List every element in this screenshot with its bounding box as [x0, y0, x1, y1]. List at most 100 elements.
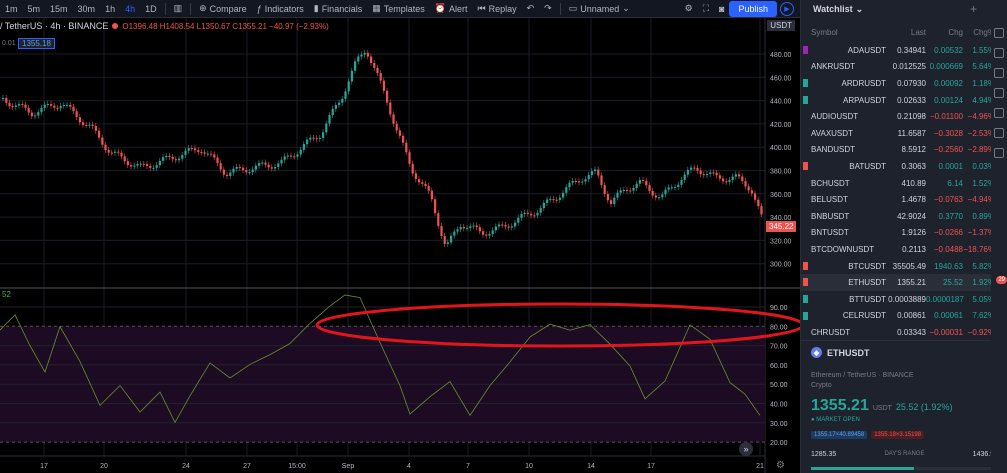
candle-body: [587, 175, 590, 180]
watchlist-cell-symbol: ARDRUSDT: [841, 78, 886, 88]
candle-body: [53, 105, 56, 108]
candle-body: [507, 226, 510, 228]
scroll-right-icon[interactable]: »: [739, 442, 753, 456]
watchlist-row[interactable]: BCHUSDT 410.89 6.14 1.52%: [801, 175, 1007, 192]
replay-button[interactable]: ⏮ Replay: [473, 3, 522, 14]
fullscreen-button[interactable]: ⛶: [698, 3, 714, 14]
column-header-symbol[interactable]: Symbol: [811, 28, 838, 37]
candle-body: [8, 102, 11, 107]
interval-4h[interactable]: 4h: [125, 3, 136, 14]
compare-button[interactable]: ⊕ Compare: [194, 3, 252, 14]
indicators-button[interactable]: ƒ Indicators: [252, 4, 309, 14]
candle-body: [299, 149, 302, 155]
watchlist-row[interactable]: ARDRUSDT 0.07930 0.00092 1.18%: [801, 75, 1007, 92]
chevron-down-icon[interactable]: ⌄: [855, 3, 864, 14]
interval-30m[interactable]: 30m: [77, 3, 96, 14]
add-symbol-icon[interactable]: +: [969, 2, 977, 16]
replay-icon: ⏮: [477, 3, 486, 13]
candle-body: [66, 104, 69, 106]
candle-body: [491, 230, 494, 235]
interval-15m[interactable]: 15m: [50, 3, 68, 14]
watchlist-row[interactable]: BTTUSDT 0.0003889 0.0000187 5.05%: [801, 291, 1007, 308]
watchlist-row[interactable]: BTCUSDT 35505.49 1940.63 5.82%: [801, 258, 1007, 275]
details-category: Crypto: [811, 382, 832, 389]
watchlist-title[interactable]: Watchlist: [813, 4, 853, 14]
flag-icon[interactable]: [803, 79, 808, 88]
candle-body: [341, 98, 344, 103]
watchlist-row[interactable]: BELUSDT 1.4678 −0.0763 −4.94%: [801, 191, 1007, 208]
alert-button[interactable]: ⏰ Alert: [430, 3, 473, 14]
watchlist-icon[interactable]: [994, 28, 1004, 38]
watchlist-row[interactable]: ARPAUSDT 0.02633 0.00124 4.94%: [801, 92, 1007, 109]
watchlist-row[interactable]: BANDUSDT 8.5912 −0.2560 −2.89%: [801, 142, 1007, 159]
chevron-down-icon: ⌄: [622, 3, 630, 13]
flag-icon[interactable]: [803, 162, 808, 171]
watchlist-cell-last: 0.21098: [897, 112, 926, 122]
ideas-icon[interactable]: [994, 88, 1004, 98]
candle-body: [171, 156, 174, 160]
financials-button[interactable]: ▮ Financials: [309, 3, 367, 14]
chart-canvas[interactable]: 480.00460.00440.00420.00400.00380.00360.…: [0, 18, 800, 473]
alarm-icon[interactable]: [994, 48, 1004, 58]
redo-button[interactable]: ↷: [539, 3, 557, 14]
flag-icon[interactable]: [803, 261, 808, 270]
watchlist-cell-symbol: ARPAUSDT: [843, 95, 886, 105]
interval-5m[interactable]: 5m: [27, 3, 41, 14]
publish-button[interactable]: Publish: [729, 0, 777, 17]
interval-1D[interactable]: 1D: [145, 3, 157, 14]
candle-type-button[interactable]: ▥: [169, 3, 188, 14]
undo-button[interactable]: ↶: [522, 3, 540, 14]
time-tick-label: 27: [243, 463, 251, 470]
watchlist-cell-chg: −0.0763: [933, 195, 963, 205]
ohlc-values: O1396.48 H1408.54 L1350.67 C1355.21 −40.…: [122, 21, 329, 31]
watchlist-row[interactable]: BTCDOWNUSDT 0.2113 −0.0488 −18.76%: [801, 241, 1007, 258]
candle-body: [290, 155, 293, 157]
watchlist-row[interactable]: BNBUSDT 42.9024 0.3770 0.89%: [801, 208, 1007, 225]
candle-body: [280, 159, 283, 164]
flag-icon[interactable]: [803, 278, 808, 287]
watchlist-row[interactable]: ETHUSDT 1355.21 25.52 1.92%: [801, 274, 1007, 291]
candle-body: [693, 167, 696, 169]
column-header-chgpct[interactable]: Chg%: [973, 28, 995, 37]
price-input-box[interactable]: 1355.18: [18, 38, 55, 49]
templates-button[interactable]: ▦ Templates: [367, 3, 430, 14]
candle-body: [635, 183, 638, 188]
watchlist-row[interactable]: AUDIOUSDT 0.21098 −0.01100 −4.96%: [801, 108, 1007, 125]
watchlist-cell-chgp: 5.05%: [972, 294, 995, 304]
column-header-chg[interactable]: Chg: [948, 28, 963, 37]
interval-1m[interactable]: 1m: [5, 3, 18, 14]
chat-icon[interactable]: [994, 68, 1004, 78]
flag-icon[interactable]: [803, 311, 808, 320]
calendar-icon[interactable]: [994, 108, 1004, 118]
details-name: Ethereum / TetherUS · BINANCE: [811, 372, 914, 379]
currency-tag[interactable]: USDT: [767, 20, 795, 31]
watchlist-cell-chg: −0.0488: [933, 244, 963, 254]
candle-body: [261, 162, 264, 164]
candle-body: [651, 190, 654, 196]
watchlist-row[interactable]: CHRUSDT 0.03343 −0.00031 −0.92%: [801, 324, 1007, 341]
rsi-tick-label: 40.00: [770, 402, 788, 409]
watchlist-row[interactable]: CELRUSDT 0.00861 0.00061 7.62%: [801, 308, 1007, 325]
watchlist-row[interactable]: ANKRUSDT 0.012525 0.000669 5.64%: [801, 59, 1007, 76]
flag-icon[interactable]: [803, 46, 808, 54]
candle-body: [568, 182, 571, 188]
layout-button[interactable]: ▭ Unnamed ⌄: [564, 3, 635, 14]
axis-settings-icon[interactable]: ⚙: [776, 460, 785, 471]
chart-area[interactable]: 480.00 460.00 440.00 420.00 400.00 380.00 360.…: [0, 18, 800, 473]
candle-body: [734, 174, 737, 177]
help-icon[interactable]: [994, 148, 1004, 158]
watchlist-row[interactable]: BATUSDT 0.3063 0.0001 0.03%: [801, 158, 1007, 175]
candle-body: [101, 137, 104, 145]
watchlist-row[interactable]: BNTUSDT 1.9126 −0.0266 −1.37%: [801, 225, 1007, 242]
candle-body: [709, 172, 712, 174]
watchlist-row[interactable]: ADAUSDT 0.34941 0.00532 1.55%: [801, 42, 1007, 59]
settings-button[interactable]: ⚙: [680, 3, 698, 14]
flag-icon[interactable]: [803, 95, 808, 104]
watchlist-row[interactable]: AVAXUSDT 11.6587 −0.3028 −2.53%: [801, 125, 1007, 142]
column-header-last[interactable]: Last: [910, 28, 926, 37]
play-icon[interactable]: ▶: [780, 1, 794, 16]
interval-1h[interactable]: 1h: [105, 3, 116, 14]
snapshot-button[interactable]: ◙: [714, 4, 729, 14]
notifications-icon[interactable]: [994, 128, 1004, 138]
flag-icon[interactable]: [803, 294, 808, 303]
